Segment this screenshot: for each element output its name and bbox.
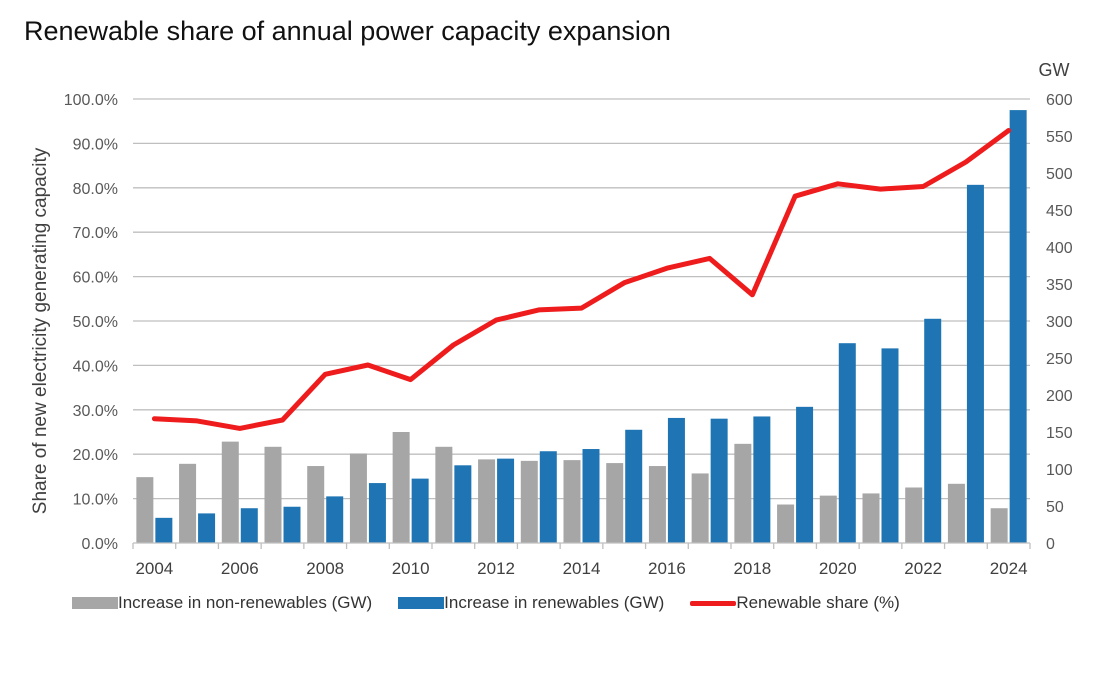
bar-renewables: [582, 449, 600, 543]
y-tick-label: 10.0%: [73, 492, 118, 509]
y2-tick-label: 400: [1046, 240, 1073, 257]
bar-non-renewables: [691, 473, 709, 543]
gridlines: [133, 98, 1030, 500]
legend-swatch-non-renewables: [72, 597, 118, 609]
legend-label-renewable-share: Renewable share (%): [736, 593, 900, 612]
bar-non-renewables: [349, 453, 367, 543]
y2-tick-label: 250: [1046, 351, 1073, 368]
x-tick-label: 2012: [477, 559, 515, 578]
legend-swatch-renewables: [398, 597, 445, 609]
y2-tick-label: 300: [1046, 314, 1073, 331]
y2-tick-label: 50: [1046, 499, 1064, 516]
bar-renewables: [411, 478, 429, 543]
y2-tick-label: 150: [1046, 425, 1073, 442]
y2-tick-label: 200: [1046, 388, 1073, 405]
bars: [136, 110, 1027, 543]
legend-item-non-renewables: Increase in non-renewables (GW): [72, 593, 372, 613]
bar-non-renewables: [392, 432, 410, 543]
y-tick-label: 100.0%: [64, 92, 118, 109]
axes: [132, 542, 1031, 549]
bar-renewables: [283, 506, 301, 543]
bar-renewables: [924, 318, 942, 543]
bar-renewables: [796, 406, 814, 543]
bar-renewables: [368, 483, 386, 543]
bar-renewables: [155, 517, 173, 543]
bar-non-renewables: [563, 460, 581, 543]
bar-non-renewables: [264, 446, 282, 543]
bar-non-renewables: [947, 483, 965, 543]
legend-label-renewables: Increase in renewables (GW): [444, 593, 665, 612]
x-tick-label: 2022: [904, 559, 942, 578]
legend-item-renewable-share: Renewable share (%): [690, 593, 900, 613]
axis-labels: 0.0% 10.0% 20.0% 30.0% 40.0% 50.0% 60.0% 70.0% 8…: [30, 60, 1073, 578]
bar-non-renewables: [606, 463, 624, 543]
chart-title: Renewable share of annual power capacity…: [24, 16, 671, 46]
bar-renewables: [539, 451, 557, 543]
bar-renewables: [710, 418, 728, 543]
y-tick-label: 60.0%: [73, 270, 118, 287]
legend-label-non-renewables: Increase in non-renewables (GW): [118, 593, 373, 612]
y2-tick-label: 0: [1046, 536, 1055, 553]
bar-non-renewables: [435, 446, 453, 543]
y2-axis-label: GW: [1039, 60, 1070, 80]
bar-renewables: [198, 513, 216, 543]
bar-renewables: [454, 465, 472, 543]
y2-tick-label: 550: [1046, 129, 1073, 146]
x-tick-label: 2018: [733, 559, 771, 578]
bar-non-renewables: [179, 463, 197, 543]
bar-renewables: [240, 508, 258, 543]
share-line: [151, 128, 1012, 431]
y2-tick-label: 450: [1046, 203, 1073, 220]
bar-renewables: [1009, 110, 1027, 543]
bar-non-renewables: [862, 493, 880, 543]
legend-item-renewables: Increase in renewables (GW): [398, 593, 664, 613]
legend: Increase in non-renewables (GW) Increase…: [72, 593, 926, 613]
bar-non-renewables: [221, 441, 239, 543]
bar-renewables: [497, 458, 515, 543]
bar-non-renewables: [648, 466, 666, 543]
x-tick-label: 2024: [990, 559, 1028, 578]
bar-non-renewables: [777, 504, 795, 543]
line-renewable-share: [151, 128, 1012, 431]
legend-swatch-renewable-share: [690, 600, 737, 606]
y-tick-label: 90.0%: [73, 136, 118, 153]
bar-renewables: [966, 184, 984, 543]
bar-renewables: [625, 429, 643, 543]
y-tick-label: 20.0%: [73, 447, 118, 464]
y2-tick-label: 350: [1046, 277, 1073, 294]
y2-tick-label: 100: [1046, 462, 1073, 479]
y-tick-label: 70.0%: [73, 225, 118, 242]
x-tick-label: 2008: [306, 559, 344, 578]
bar-non-renewables: [734, 443, 752, 543]
bar-renewables: [667, 417, 685, 543]
bar-non-renewables: [990, 508, 1008, 543]
y2-tick-label: 600: [1046, 92, 1073, 109]
bar-renewables: [838, 343, 856, 543]
x-tick-label: 2010: [392, 559, 430, 578]
bar-non-renewables: [905, 487, 923, 543]
x-tick-label: 2004: [135, 559, 173, 578]
y-tick-label: 40.0%: [73, 358, 118, 375]
bar-non-renewables: [819, 495, 837, 543]
bar-non-renewables: [520, 460, 538, 543]
bar-renewables: [753, 416, 771, 543]
y-tick-label: 50.0%: [73, 314, 118, 331]
bar-non-renewables: [136, 477, 154, 543]
y2-tick-label: 500: [1046, 166, 1073, 183]
y-tick-label: 0.0%: [82, 536, 118, 553]
y-tick-label: 30.0%: [73, 403, 118, 420]
bar-non-renewables: [307, 466, 325, 543]
bar-renewables: [881, 348, 899, 543]
x-tick-label: 2020: [819, 559, 857, 578]
bar-renewables: [326, 496, 344, 543]
x-tick-label: 2014: [563, 559, 601, 578]
x-tick-label: 2006: [221, 559, 259, 578]
x-tick-label: 2016: [648, 559, 686, 578]
y-tick-label: 80.0%: [73, 181, 118, 198]
bar-non-renewables: [478, 459, 496, 543]
y-axis-title: Share of new electricity generating capa…: [30, 147, 51, 514]
